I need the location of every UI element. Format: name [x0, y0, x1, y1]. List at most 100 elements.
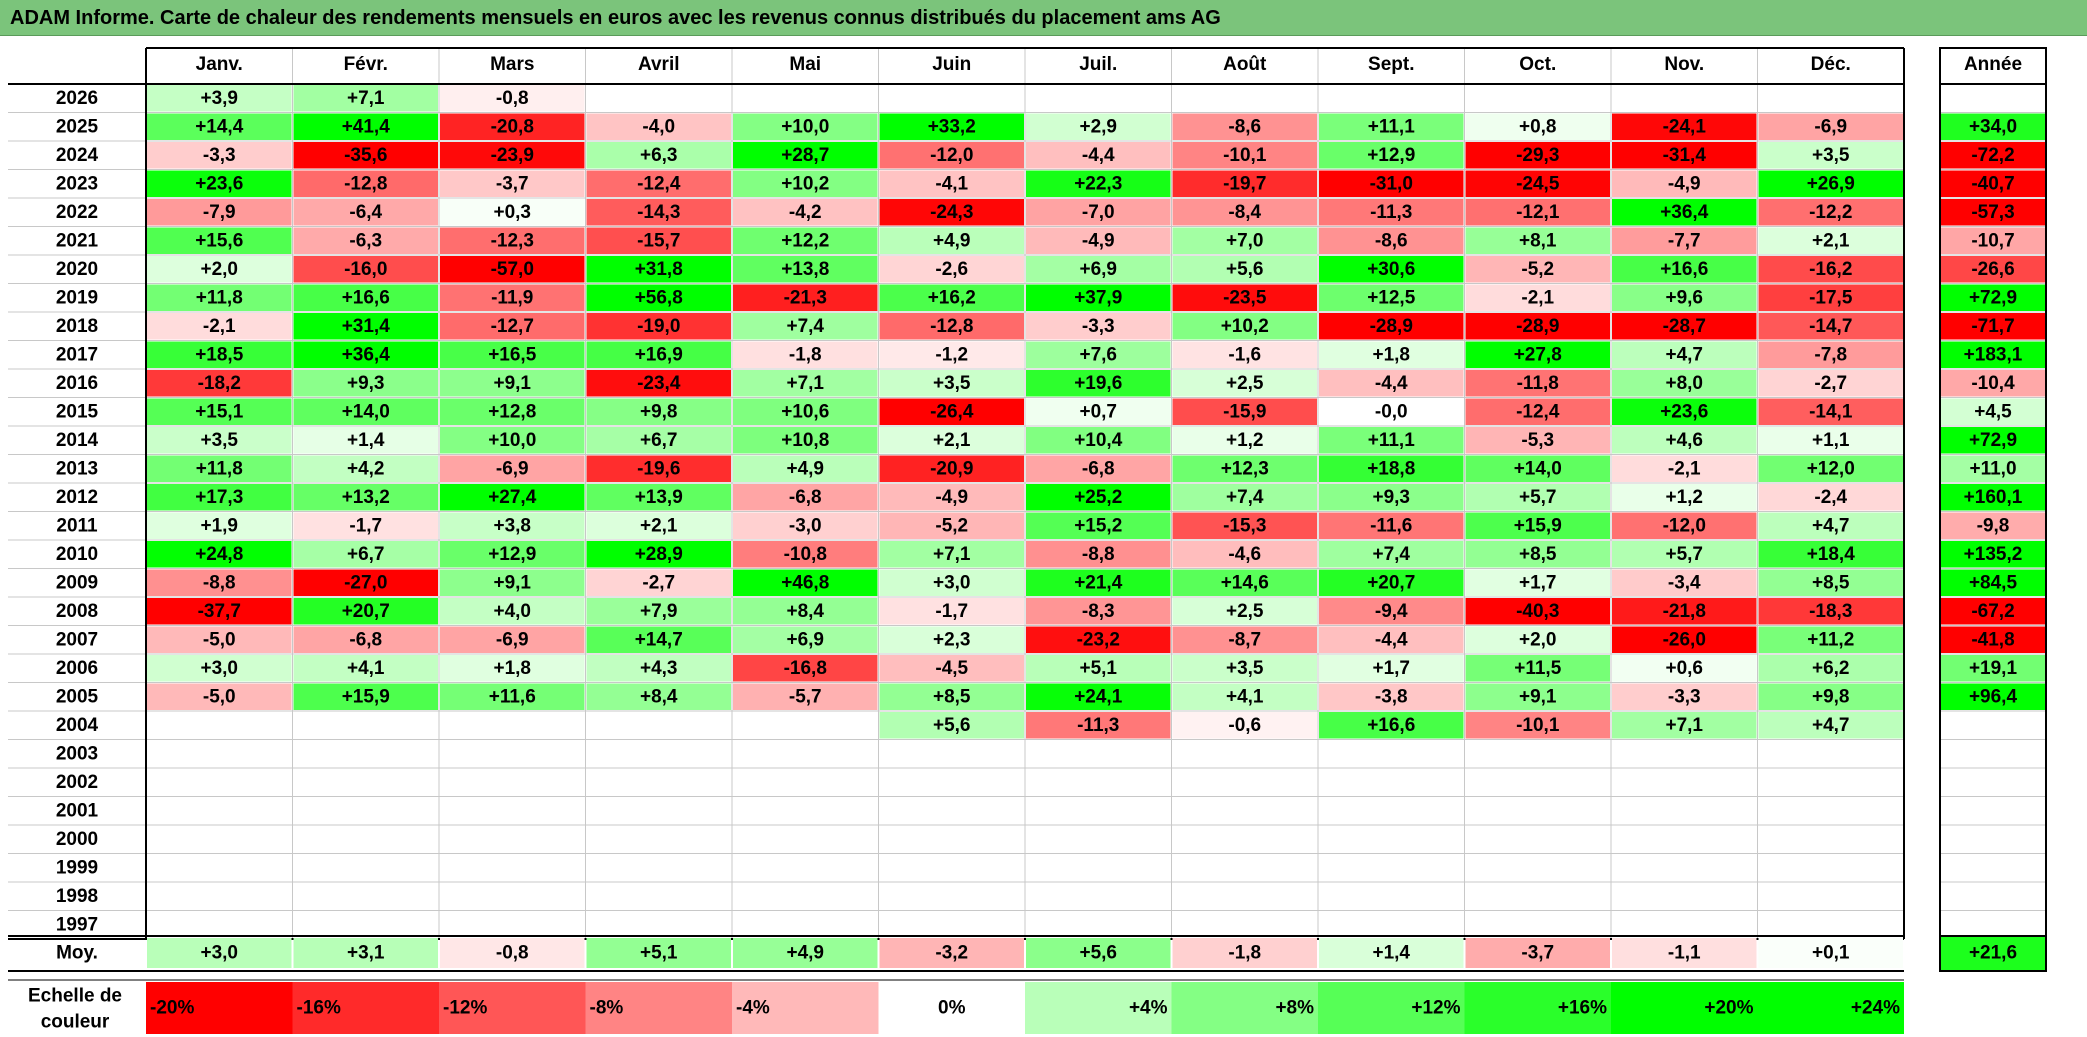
heat-cell	[1465, 227, 1610, 254]
cell-value: +4,0	[493, 601, 531, 622]
cell-value: -12,8	[344, 173, 387, 194]
cell-value: +7,4	[786, 316, 824, 337]
cell-value: +9,1	[493, 373, 531, 394]
annual-cell	[1941, 512, 2045, 539]
heat-cell	[1026, 142, 1171, 169]
cell-value: +10,2	[781, 173, 829, 194]
heat-cell	[1612, 569, 1757, 596]
cell-value: +15,9	[342, 686, 390, 707]
cell-value: +14,6	[1221, 572, 1269, 593]
cell-value: -4,4	[1375, 629, 1408, 650]
heat-cell	[1319, 712, 1464, 739]
heat-cell	[586, 284, 731, 311]
cell-value: +16,6	[1367, 715, 1415, 736]
heat-cell	[1319, 598, 1464, 625]
heat-cell	[1465, 199, 1610, 226]
cell-value: -8,3	[1082, 601, 1115, 622]
cell-value: +9,1	[493, 572, 531, 593]
heat-cell	[147, 455, 292, 482]
cell-value: -4,4	[1082, 145, 1115, 166]
heat-cell	[293, 427, 438, 454]
scale-label: -20%	[150, 998, 194, 1019]
heat-cell	[1172, 598, 1317, 625]
annual-value: -40,7	[1971, 173, 2014, 194]
heat-cell	[586, 683, 731, 710]
cell-value: +1,2	[1226, 430, 1264, 451]
average-value: +3,0	[200, 943, 238, 964]
cell-value: +8,4	[640, 686, 678, 707]
average-cell	[1758, 938, 1903, 968]
heat-cell	[440, 341, 585, 368]
heat-cell	[1319, 512, 1464, 539]
heat-cell	[293, 541, 438, 568]
cell-value: -11,9	[491, 287, 533, 308]
heat-cell	[440, 569, 585, 596]
cell-value: -1,6	[1228, 344, 1261, 365]
heat-cell	[1026, 256, 1171, 283]
cell-value: -2,6	[935, 259, 968, 280]
cell-value: -12,7	[491, 316, 534, 337]
heat-cell	[147, 113, 292, 140]
cell-value: -8,4	[1228, 202, 1261, 223]
cell-value: -24,3	[930, 202, 973, 223]
heat-cell	[1612, 313, 1757, 340]
heat-cell	[733, 512, 878, 539]
heat-cell	[879, 199, 1024, 226]
cell-value: +2,1	[640, 515, 678, 536]
heat-cell	[1465, 170, 1610, 197]
cell-value: -23,5	[1223, 287, 1267, 308]
heat-cell	[1319, 170, 1464, 197]
heat-cell	[1172, 626, 1317, 653]
year-label: 2008	[56, 601, 98, 622]
heat-cell	[1612, 398, 1757, 425]
cell-value: -40,3	[1516, 601, 1559, 622]
year-label: 2025	[56, 116, 99, 137]
annual-value: +11,0	[1969, 458, 2016, 479]
heat-cell	[147, 598, 292, 625]
cell-value: -18,3	[1809, 601, 1852, 622]
heat-cell	[1026, 227, 1171, 254]
heat-cell	[440, 256, 585, 283]
annual-cell	[1941, 569, 2045, 596]
average-annual-value: +21,6	[1969, 943, 2017, 964]
heat-cell	[1319, 113, 1464, 140]
heat-cell	[879, 427, 1024, 454]
scale-swatch	[1318, 982, 1465, 1034]
cell-value: +23,6	[1660, 401, 1708, 422]
cell-value: +56,8	[635, 287, 683, 308]
heat-cell	[1319, 484, 1464, 511]
heat-cell	[1758, 712, 1903, 739]
cell-value: +7,4	[1372, 544, 1410, 565]
heat-cell	[293, 683, 438, 710]
annual-header: Année	[1964, 54, 2022, 75]
heat-cell	[147, 427, 292, 454]
cell-value: -3,7	[496, 173, 529, 194]
heat-cell	[147, 256, 292, 283]
heat-cell	[1319, 341, 1464, 368]
annual-cell	[1941, 598, 2045, 625]
cell-value: -29,3	[1516, 145, 1559, 166]
cell-value: -2,1	[1668, 458, 1701, 479]
cell-value: +8,5	[933, 686, 971, 707]
cell-value: +7,0	[1226, 230, 1264, 251]
annual-cell	[1941, 284, 2045, 311]
cell-value: -37,7	[198, 601, 241, 622]
cell-value: +10,4	[1074, 430, 1123, 451]
cell-value: +4,6	[1665, 430, 1703, 451]
heat-cell	[293, 142, 438, 169]
cell-value: -35,6	[344, 145, 387, 166]
heat-cell	[1319, 142, 1464, 169]
heat-cell	[440, 85, 585, 112]
heat-cell	[733, 655, 878, 682]
heat-cell	[879, 541, 1024, 568]
cell-value: -18,2	[198, 373, 241, 394]
heat-cell	[1319, 284, 1464, 311]
year-label: 2018	[56, 316, 98, 337]
cell-value: +6,7	[347, 544, 385, 565]
heat-cell	[1319, 398, 1464, 425]
heat-cell	[1465, 370, 1610, 397]
average-cell	[1319, 938, 1464, 968]
cell-value: +14,7	[635, 629, 683, 650]
heat-cell	[1026, 313, 1171, 340]
heat-cell	[1026, 655, 1171, 682]
